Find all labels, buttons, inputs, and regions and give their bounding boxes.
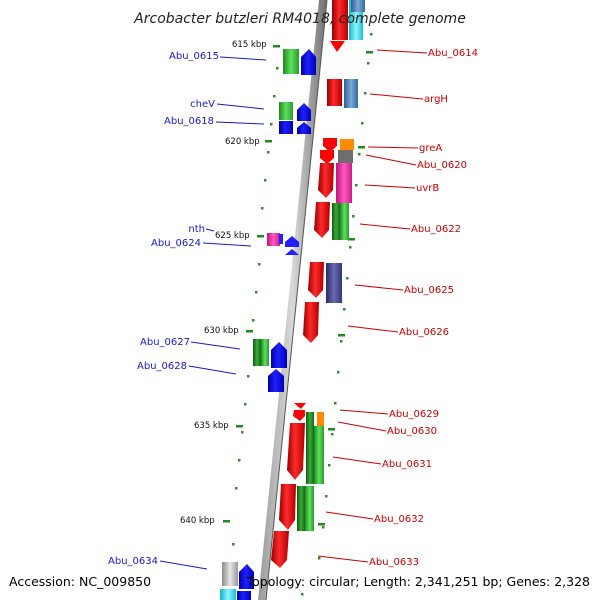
right-leader-lines [317,49,428,563]
gene-block-abu-0614-top [332,0,348,40]
gene-block-abu-0625-purple [326,263,342,303]
gene-label[interactable]: Abu_0625 [404,285,454,296]
gene-label[interactable]: Abu_0626 [399,327,449,338]
forward-strand-features [271,0,365,568]
gene-label[interactable]: Abu_0629 [389,409,439,420]
gene-arrow-uvrb [318,163,334,198]
gene-block-abu-0620-grey [338,150,353,163]
gene-block-abu-0632-green-b [305,486,314,531]
gene-arrow-abu-0634 [239,564,254,589]
gene-label[interactable]: Abu_0618 [164,116,214,127]
gene-arrow-abu-0624-a [285,236,299,247]
gene-arrow-abu-0629-b [293,410,305,421]
gene-block-uvrb-magenta [336,163,352,203]
gene-label[interactable]: greA [419,143,442,154]
gene-label[interactable]: argH [424,94,448,105]
reverse-strand-features [220,49,316,600]
gene-label[interactable]: Abu_0622 [411,224,461,235]
genome-backbone [258,0,327,600]
gene-arrow-abu-0622 [314,202,330,238]
gene-block-bottom-cyan [220,589,236,600]
gene-arrow-abu-0628 [268,369,284,392]
gene-label[interactable]: Abu_0633 [369,557,419,568]
gene-block-abu-0622-green-a [332,203,340,240]
gene-block-abu-0631-green-a [306,412,314,484]
gene-arrow-abu-0625 [308,262,324,298]
kbp-label: 625 kbp [215,231,250,241]
gene-block-argh-steel [344,79,358,108]
left-leader-lines [159,56,267,570]
gene-block-abu-0632-green-a [297,486,305,531]
gene-block-abu-0630-orange [317,412,324,426]
accession-text: Accession: NC_009850 [9,574,151,589]
gene-label[interactable]: Abu_0632 [374,514,424,525]
gene-arrow-abu-0620 [320,150,334,164]
gene-block-bottom-blue [237,591,251,600]
gene-label[interactable]: Abu_0620 [417,160,467,171]
gene-block-nth-blue [279,234,283,244]
outer-tick-row [301,33,373,596]
gene-block-abu-0614-steel [351,0,365,12]
gene-label[interactable]: uvrB [416,183,439,194]
gene-label[interactable]: Abu_0631 [382,459,432,470]
gene-block-abu-0627-green-a [253,339,261,366]
gene-label[interactable]: Abu_0627 [140,337,190,348]
gene-block-chev-green [279,102,293,120]
gene-block-abu-0618-blue [279,121,293,134]
gene-arrow-abu-0629 [294,403,306,409]
gene-label[interactable]: Abu_0615 [169,51,219,62]
gene-arrow-abu-0627 [271,342,287,368]
kbp-label: 630 kbp [204,326,239,336]
gene-arrow-abu-0632 [279,484,296,530]
gene-label[interactable]: Abu_0614 [428,48,478,59]
kbp-label: 620 kbp [225,137,260,147]
gene-label[interactable]: Abu_0630 [387,426,437,437]
gene-arrow-abu-0626 [303,302,319,343]
gene-arrow-abu-0633 [271,531,289,568]
gene-arrow-abu-0631 [287,423,305,480]
gene-labels-left: Abu_0615 cheV Abu_0618 nth Abu_0624 Abu_… [108,51,219,567]
gene-label[interactable]: Abu_0634 [108,556,158,567]
outer-major-ticks [318,51,373,526]
kbp-label: 615 kbp [232,40,267,50]
gene-arrow-chev [297,103,311,121]
gene-arrow-abu-0618 [297,122,311,134]
gene-block-abu-0631-green-b [314,426,324,484]
gene-label[interactable]: Abu_0624 [151,238,201,249]
map-title: Arcobacter butzleri RM4018, complete gen… [133,11,466,27]
gene-label[interactable]: nth [188,224,205,235]
gene-block-grea-orange [340,139,354,150]
genome-backbone-edge [265,0,328,600]
gene-block-abu-0615-green [283,49,299,74]
kbp-label: 635 kbp [194,421,229,431]
gene-block-abu-0627-green-b [261,339,269,366]
kbp-labels: 615 kbp 620 kbp 625 kbp 630 kbp 635 kbp … [180,40,267,526]
kbp-label: 640 kbp [180,516,215,526]
gene-label[interactable]: Abu_0628 [137,361,187,372]
gene-arrow-grea [323,138,337,152]
gene-arrow-abu-0615 [301,49,316,75]
gene-arrow-abu-0624-b [285,249,299,255]
gene-label[interactable]: cheV [190,99,215,110]
gene-arrow-abu-0614 [330,41,345,52]
inner-major-ticks [223,45,280,523]
gene-block-abu-0634-grey [222,562,238,586]
gene-block-abu-0622-green-b [340,203,349,240]
gene-block-argh-red [327,79,342,106]
gene-block-nth-magenta [267,233,280,246]
gene-labels-right: Abu_0614 argH greA Abu_0620 uvrB Abu_062… [369,48,478,568]
genome-summary-text: Topology: circular; Length: 2,341,251 bp… [246,574,590,589]
